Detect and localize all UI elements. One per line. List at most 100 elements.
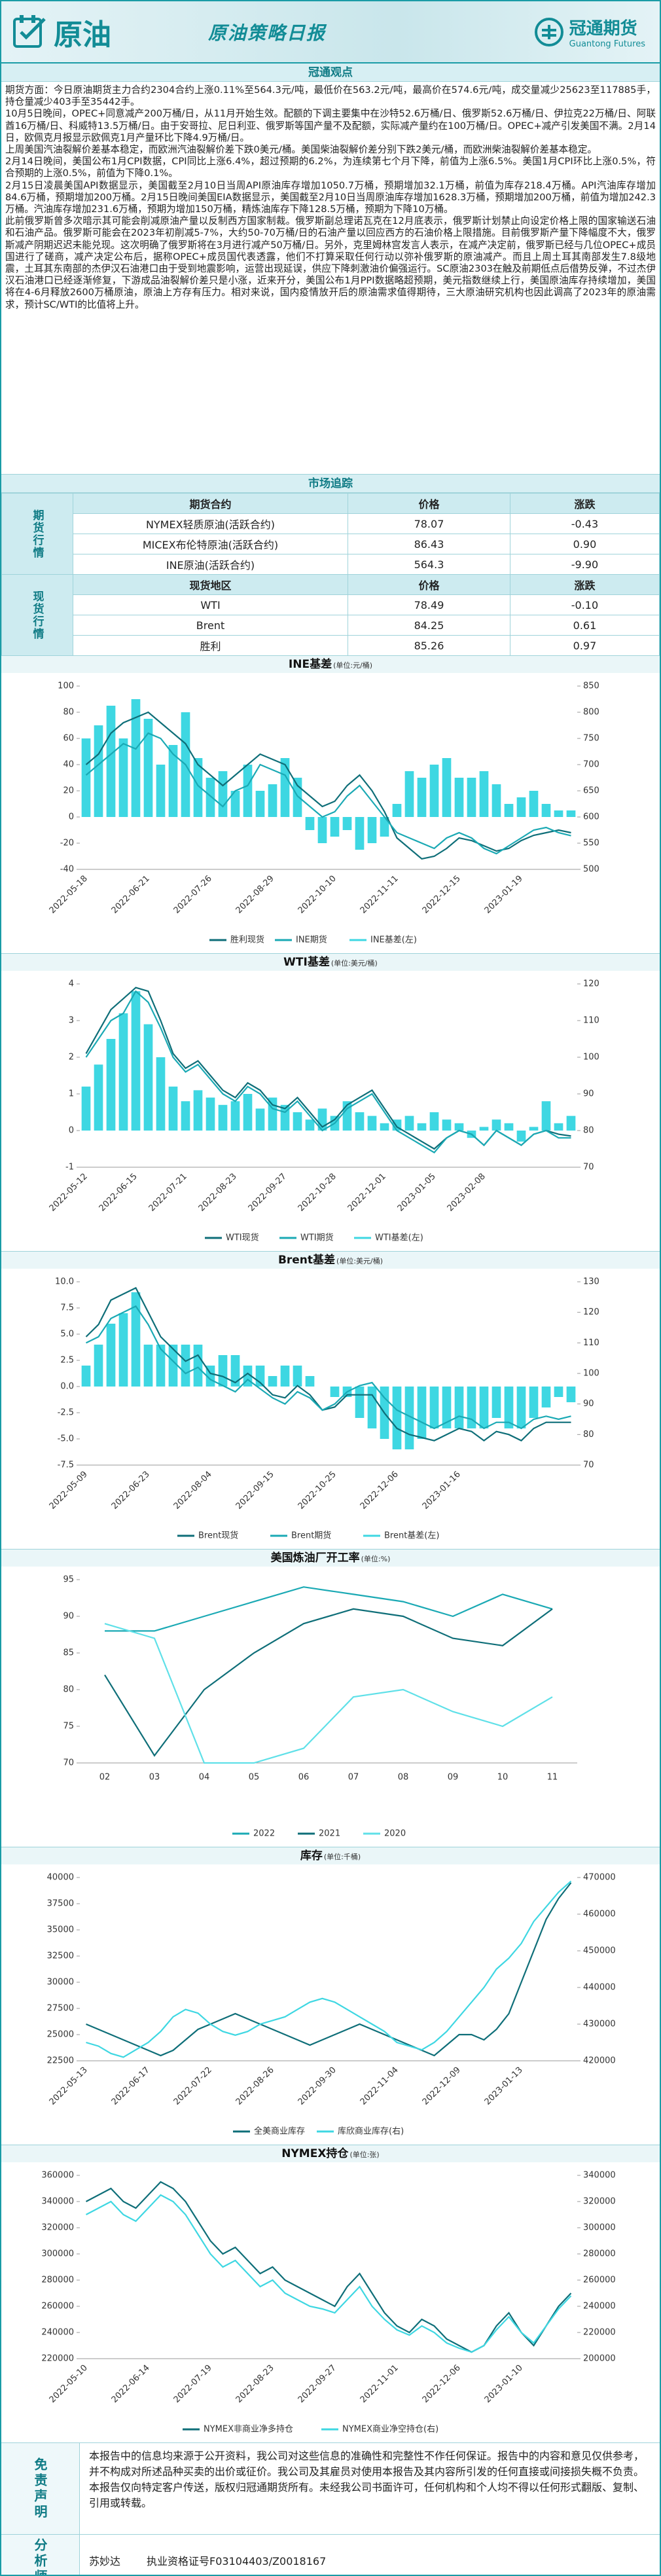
cell: 胜利 [73, 635, 348, 656]
tick-label: 110 [583, 1016, 599, 1026]
paragraph: 上周美国汽油裂解价差基本稳定，而欧洲汽油裂解价差下跌0美元/桶。美国柴油裂解价差… [5, 144, 598, 156]
row: WTI 78.49 -0.10 [2, 594, 660, 615]
cell: 84.25 [348, 615, 510, 636]
header-row: 现货行情 现货地区 价格 涨跌 [1, 574, 660, 656]
series-line [86, 1882, 572, 2057]
bar [143, 1345, 153, 1387]
chart-block: Brent基差 (单位:美元/桶) -7.5 -5.0 -2.5 0.0 2.5 5.0 7.5… [1, 1252, 660, 1550]
bar [566, 1387, 576, 1402]
x-tick-label: 2022-12-06 [359, 1470, 401, 1512]
tick-label: 40000 [47, 1873, 74, 1883]
row: MICEX布伦特原油(活跃合约) 86.43 0.90 [2, 534, 660, 554]
tick-label: 700 [583, 760, 599, 770]
chart-title: 库存 [300, 1849, 323, 1862]
tick-label: 5.0 [60, 1330, 74, 1339]
legend-label: 胜利现货 [230, 935, 264, 945]
legend-label: 2022 [253, 1829, 275, 1839]
legend-label: INE基差(左) [370, 935, 417, 945]
bar [355, 817, 365, 850]
header-cell: 现货地区 [73, 574, 348, 595]
cell: 0.97 [509, 635, 660, 656]
cell: NYMEX轻质原油(活跃合约) [73, 513, 348, 534]
section-title: 冠通观点 [1, 63, 660, 82]
legend-label: NYMEX非商业净多持仓 [204, 2424, 293, 2435]
tick-label: 0 [69, 812, 74, 822]
tick-label: 260000 [583, 2276, 616, 2285]
group-label: 现货行情 [1, 574, 73, 656]
bar [193, 1345, 203, 1387]
tick-label: 800 [583, 708, 599, 717]
bar [118, 738, 128, 817]
tick-label: 2.5 [60, 1356, 74, 1366]
bar [143, 719, 153, 817]
bar [479, 1387, 489, 1428]
series-line [85, 2194, 572, 2353]
report-title: 原油策略日报 [208, 22, 327, 44]
analyst: 分析师 苏妙达 执业资格证号F03104403/Z0018167 [1, 2535, 660, 2575]
logo-text: 原油 [54, 18, 111, 52]
chart: -7.5 -5.0 -2.5 0.0 2.5 5.0 7.5 10.0 70 80 90 100 110… [48, 1277, 599, 1541]
tick-label: 90 [583, 1089, 594, 1099]
bar [566, 1116, 576, 1131]
bar [118, 1313, 128, 1387]
bar [293, 1366, 302, 1387]
header-cell: 涨跌 [509, 493, 660, 514]
chart-unit: (单位:元/桶) [333, 661, 373, 670]
bar [529, 1387, 539, 1418]
legend-label: 全美商业库存 [254, 2126, 305, 2137]
x-tick-label: 2022-07-26 [172, 874, 214, 916]
cell: 0.61 [509, 615, 660, 636]
bar [255, 791, 265, 817]
bar [467, 1387, 476, 1428]
chart-title-bar: NYMEX持仓 (单位:张) [1, 2145, 660, 2162]
x-tick-label: 03 [149, 1773, 160, 1783]
chart-block: NYMEX持仓 (单位:张) 220000 240000 260000 280000 300… [1, 2145, 660, 2443]
bar [429, 1112, 439, 1131]
chart-block: 库存 (单位:千桶) 22500 25000 27500 30000 32500 35000 3… [1, 1847, 660, 2145]
tick-label: 300000 [41, 2249, 74, 2259]
disclaimer: 免责声明 本报告中的信息均来源于公开资料，我公司对这些信息的准确性和完整性不作任… [1, 2443, 660, 2535]
tick-label: 850 [583, 681, 599, 691]
bar [230, 791, 240, 817]
chart-title: INE基差 [288, 658, 332, 671]
x-tick-label: 2022-06-17 [110, 2065, 152, 2107]
paragraph: 此前俄罗斯曾多次暗示其可能会削减原油产量以反制西方国家制裁。俄罗斯副总理诺瓦克在… [5, 215, 656, 310]
header-row: 期货行情 期货合约 价格 涨跌 [1, 493, 660, 575]
bar [554, 810, 563, 817]
legend-label: WTI基差(左) [375, 1233, 423, 1243]
tick-label: 600 [583, 812, 599, 822]
cell: 78.49 [348, 594, 510, 615]
bar [442, 1387, 452, 1428]
bar [554, 1387, 563, 1397]
company-name: 冠通期货 [569, 18, 637, 39]
chart-block: INE基差 (单位:元/桶) -40 -20 0 20 40 60 80 100 500 550 600… [1, 656, 660, 954]
chart-unit: (单位:美元/桶) [330, 959, 378, 968]
tick-label: 7.5 [60, 1303, 74, 1313]
tick-label: 27500 [47, 2004, 74, 2014]
legend-label: Brent基差(左) [384, 1531, 439, 1541]
legend-label: 2020 [384, 1829, 406, 1839]
cell: -9.90 [509, 554, 660, 575]
bar [454, 1387, 464, 1428]
tick-label: 340000 [583, 2171, 616, 2181]
header: 原油 原油策略日报 冠通期货 Guantong Futures [1, 1, 660, 63]
bar [367, 1387, 377, 1428]
bar [243, 1094, 253, 1131]
bar [380, 817, 389, 837]
header-cell: 涨跌 [509, 574, 660, 595]
x-tick-label: 2022-06-23 [110, 1470, 152, 1512]
bar [442, 1119, 452, 1131]
tick-label: 100 [583, 1053, 599, 1062]
bar [205, 778, 215, 817]
tick-label: 340000 [41, 2197, 74, 2207]
x-tick-label: 04 [199, 1773, 210, 1783]
series-line [85, 711, 571, 860]
bar [504, 1123, 514, 1131]
legend-label: 2021 [319, 1829, 340, 1839]
bar [94, 1345, 103, 1387]
tick-label: 460000 [583, 1910, 616, 1919]
x-tick-label: 2022-06-15 [98, 1172, 139, 1214]
chart: -1 0 1 2 3 4 70 80 90 100 110 120 2022-05-12 2022-06-… [48, 979, 599, 1243]
bar [143, 1024, 153, 1131]
tick-label: 10.0 [55, 1277, 74, 1287]
